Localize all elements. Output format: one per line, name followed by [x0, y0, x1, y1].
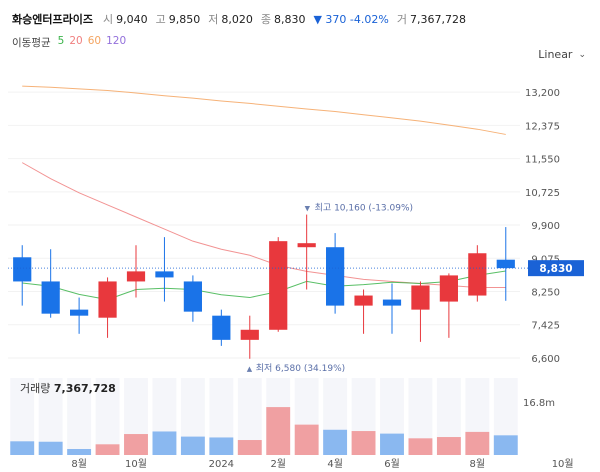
- low-label: 저: [208, 13, 219, 26]
- volume-bar: [294, 424, 319, 455]
- ma-5-toggle[interactable]: 5: [57, 35, 65, 47]
- volume-slot: [67, 378, 92, 455]
- volume-bar: [237, 440, 262, 455]
- open-label: 시: [102, 13, 114, 26]
- x-tick-label: 10월: [125, 458, 147, 470]
- moving-average-legend: 이동평균 5 20 60 120: [12, 35, 126, 50]
- x-tick-label: 2월: [270, 458, 286, 470]
- volume-bar: [493, 435, 518, 455]
- ma-60-toggle[interactable]: 60: [87, 35, 102, 47]
- y-tick-label: 6,600: [531, 354, 560, 365]
- volume-slot: [38, 378, 63, 455]
- y-tick-label: 9,075: [531, 254, 560, 265]
- x-tick-label: 10월: [552, 458, 574, 470]
- volume-slot: [95, 378, 120, 455]
- high-label: 고: [155, 13, 166, 26]
- candle-body: [468, 253, 487, 296]
- ma20-line: [21, 162, 506, 288]
- volume-bar: [323, 429, 348, 455]
- candle-body: [212, 315, 231, 340]
- price-change: ▼ 370 -4.02%: [313, 12, 389, 26]
- y-tick-label: 11,550: [525, 155, 560, 166]
- stock-header: 화승엔터프라이즈 시 9,040 고 9,850 저 8,020 종 8,830…: [12, 9, 474, 29]
- candle-body: [354, 295, 373, 306]
- current-price-tag: [528, 260, 584, 277]
- y-tick-label: 9,900: [531, 221, 560, 232]
- current-price-label: 8,830: [539, 263, 572, 275]
- stock-name: 화승엔터프라이즈: [12, 13, 93, 26]
- volume-slot: [209, 378, 234, 455]
- candle-body: [98, 281, 117, 318]
- volume-label: 거: [396, 13, 407, 26]
- moving-average-label: 이동평균: [12, 37, 51, 49]
- chevron-down-icon: ⌄: [578, 49, 586, 60]
- volume-bar: [67, 449, 92, 455]
- candle-body: [13, 257, 32, 282]
- y-tick-label: 7,425: [531, 321, 560, 332]
- volume-panel-label: 거래량: [20, 382, 51, 395]
- candle-body: [326, 247, 345, 306]
- high-value: 9,850: [168, 12, 201, 26]
- close-label: 종: [260, 13, 271, 26]
- volume-bar: [10, 441, 35, 455]
- x-tick-label: 8월: [470, 458, 486, 470]
- volume-slot: [408, 378, 433, 455]
- volume-slot: [436, 378, 461, 455]
- candle-body: [411, 285, 430, 310]
- ma5-line: [22, 270, 506, 301]
- x-tick-label: 8월: [71, 458, 87, 470]
- y-tick-label: 10,725: [525, 188, 560, 199]
- volume-slot: [10, 378, 35, 455]
- volume-axis-label: 16.8m: [523, 398, 555, 409]
- volume-slot: [237, 378, 262, 455]
- ma-20-toggle[interactable]: 20: [69, 35, 83, 47]
- volume-bar: [351, 431, 376, 455]
- volume-bar: [152, 431, 177, 455]
- volume-bar: [266, 407, 291, 455]
- y-tick-label: 13,200: [525, 88, 560, 99]
- ma-120-toggle[interactable]: 120: [106, 35, 127, 47]
- x-tick-label: 2024: [209, 459, 234, 470]
- volume-bar: [124, 434, 148, 455]
- candle-body: [382, 299, 402, 306]
- x-tick-label: 4월: [327, 458, 343, 470]
- candle-body: [439, 275, 458, 302]
- candle-body: [496, 259, 515, 269]
- candle-body: [41, 281, 60, 314]
- volume-panel-value: 7,367,728: [53, 382, 116, 395]
- low-value: 8,020: [221, 12, 253, 26]
- volume-bar: [38, 441, 63, 455]
- volume-bar: [95, 444, 120, 455]
- candle-body: [155, 271, 174, 278]
- y-tick-label: 8,250: [531, 288, 560, 299]
- y-tick-label: 12,375: [525, 121, 560, 132]
- volume-bar: [180, 436, 205, 455]
- scale-selector[interactable]: Linear ⌄: [538, 48, 586, 61]
- ma60-line: [22, 85, 506, 135]
- candle-body: [70, 309, 89, 316]
- volume-bar: [408, 438, 433, 455]
- candle-body: [297, 243, 316, 248]
- volume-bar: [380, 433, 404, 455]
- scale-selector-label: Linear: [538, 48, 573, 61]
- candle-body: [183, 281, 202, 312]
- open-value: 9,040: [116, 12, 148, 26]
- volume-bar: [465, 431, 490, 455]
- x-tick-label: 6월: [384, 458, 400, 470]
- volume-slot: [180, 378, 205, 455]
- volume-panel-title: 거래량 7,367,728: [20, 380, 116, 396]
- volume-bar: [436, 437, 461, 455]
- low-marker-icon: ▲: [247, 365, 253, 373]
- close-value: 8,830: [273, 12, 306, 26]
- candle-body: [126, 271, 146, 282]
- candle-body: [240, 329, 259, 340]
- high-annotation: 최고 10,160 (-13.09%): [315, 203, 413, 214]
- candle-body: [269, 241, 288, 330]
- high-marker-icon: ▼: [305, 205, 311, 213]
- low-annotation: 최저 6,580 (34.19%): [256, 363, 345, 374]
- volume-bar: [209, 437, 234, 455]
- volume-value: 7,367,728: [409, 12, 466, 26]
